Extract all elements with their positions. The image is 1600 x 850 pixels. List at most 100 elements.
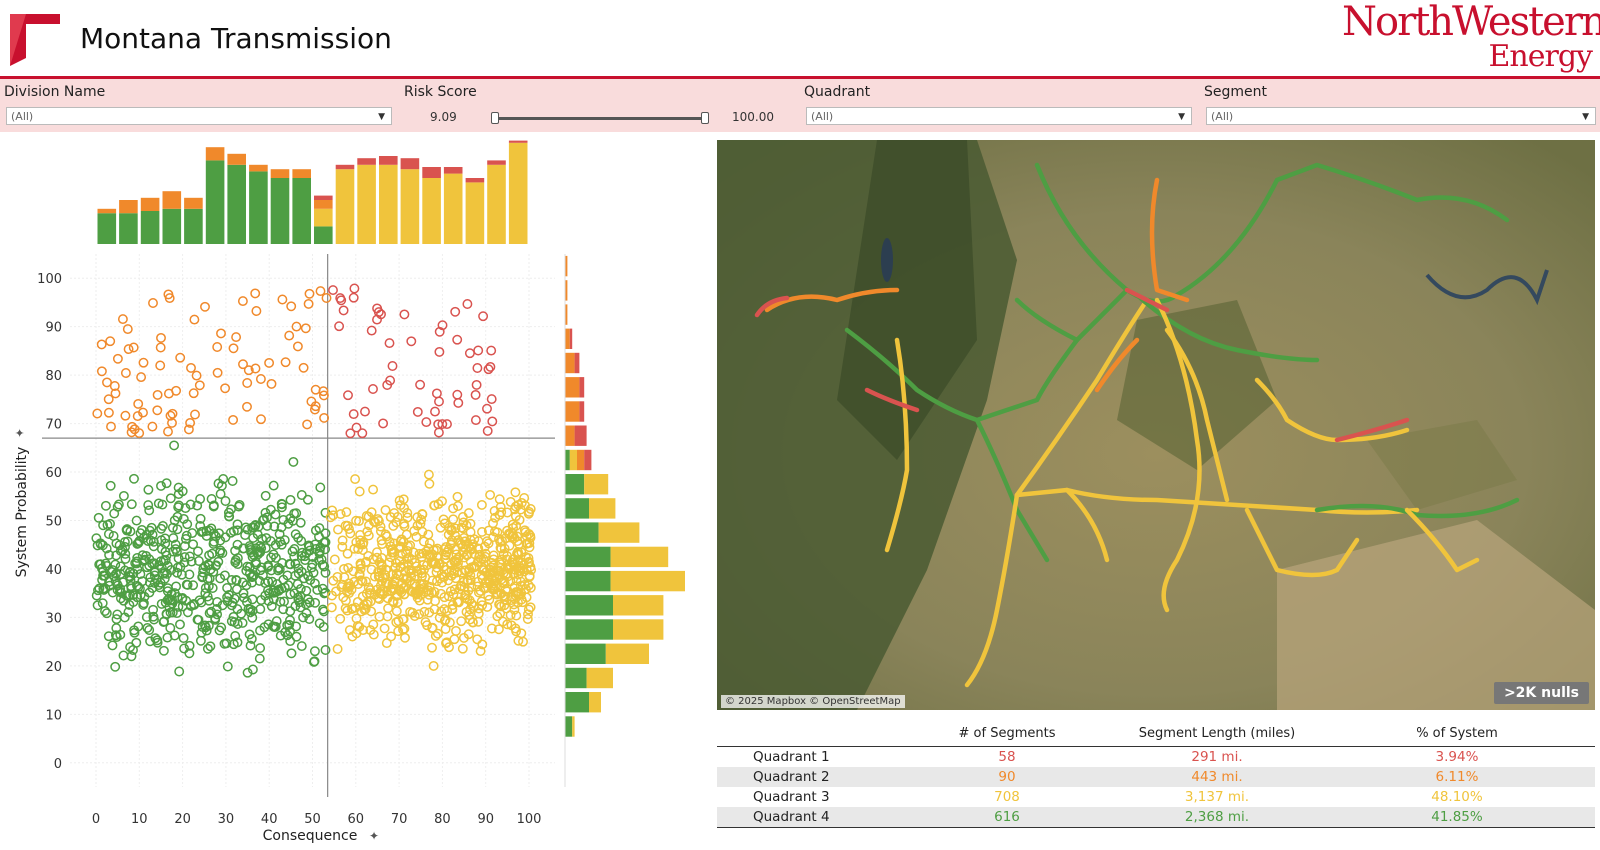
transmission-line[interactable] [1404, 507, 1480, 573]
quadrant3-point [354, 570, 365, 580]
risk-slider-track[interactable] [495, 117, 705, 120]
quadrant3-point [525, 582, 536, 593]
quadrant4-point [231, 574, 242, 585]
transmission-line[interactable] [964, 492, 1020, 688]
quadrant2-point [102, 377, 112, 388]
quadrant3-point [511, 520, 522, 531]
quadrant4-point [177, 486, 188, 497]
transmission-line[interactable] [974, 287, 1130, 423]
transmission-line[interactable] [754, 295, 790, 318]
transmission-line[interactable] [1014, 297, 1150, 498]
x-tick-label: 30 [218, 812, 235, 827]
quadrant4-point [101, 543, 112, 554]
quadrant1-point [349, 283, 360, 294]
quadrant4-point [93, 512, 104, 523]
table-row[interactable]: Quadrant 4 616 2,368 mi. 41.85% [717, 807, 1595, 828]
quadrant3-point [448, 503, 459, 514]
transmission-line[interactable] [884, 337, 910, 553]
quadrant3-point [440, 624, 451, 634]
transmission-line[interactable] [1154, 297, 1202, 613]
quadrant3-point [386, 631, 397, 642]
quadrant4-point [184, 640, 195, 651]
quadrant3-point [439, 518, 450, 529]
quadrant4-point [268, 549, 279, 560]
risk-slider-high-handle[interactable] [701, 112, 709, 124]
quadrant1-point [378, 418, 389, 429]
quadrant4-point [111, 614, 122, 625]
map-credit[interactable]: © 2025 Mapbox © OpenStreetMap [721, 695, 905, 708]
quadrant4-point [192, 614, 203, 625]
risk-slider-low-handle[interactable] [491, 112, 499, 124]
quadrant2-point [103, 394, 114, 405]
quadrant3-point [477, 526, 487, 537]
table-row[interactable]: Quadrant 1 58 291 mi. 3.94% [717, 747, 1595, 767]
quadrant4-point [250, 520, 261, 530]
quadrant4-point [162, 632, 173, 643]
segment-dropdown[interactable]: (All) ▼ [1206, 107, 1596, 125]
quadrant4-point [247, 577, 257, 588]
transmission-line[interactable] [1164, 327, 1230, 503]
quadrant4-point [133, 582, 144, 592]
y-tick-label: 70 [45, 418, 62, 433]
transmission-line[interactable] [1254, 377, 1410, 443]
quadrant4-point [104, 549, 115, 560]
table-row[interactable]: Quadrant 3 708 3,137 mi. 48.10% [717, 787, 1595, 807]
quadrant4-point [188, 539, 199, 550]
quadrant1-point [478, 311, 489, 322]
transmission-line[interactable] [1244, 507, 1360, 578]
nulls-badge[interactable]: >2K nulls [1493, 682, 1589, 704]
quadrant4-point [240, 522, 251, 533]
transmission-line[interactable] [1124, 287, 1170, 313]
transmission-line[interactable] [1064, 487, 1110, 563]
quadrant3-point [337, 579, 348, 590]
quadrant3-point [337, 535, 348, 546]
quadrant4-point [103, 529, 114, 539]
transmission-line[interactable] [1014, 487, 1420, 515]
quadrant3-point [513, 500, 524, 510]
quadrant4-point [208, 500, 219, 511]
transmission-line[interactable] [1314, 497, 1520, 519]
quadrant3-point [523, 553, 534, 564]
transmission-line[interactable] [764, 287, 900, 313]
table-row[interactable]: Quadrant 2 90 443 mi. 6.11% [717, 767, 1595, 787]
pin-icon[interactable]: ✦ [369, 829, 379, 843]
quadrant4-point [274, 529, 285, 540]
transmission-line[interactable] [864, 387, 920, 413]
quadrant1-point [462, 299, 473, 309]
quadrant4-point [133, 621, 144, 632]
quadrant3-point [400, 632, 410, 643]
quadrant3-point [328, 510, 339, 521]
transmission-map[interactable]: © 2025 Mapbox © OpenStreetMap >2K nulls [717, 140, 1595, 710]
quadrant-dropdown[interactable]: (All) ▼ [806, 107, 1192, 125]
quadrant3-point [523, 580, 534, 591]
transmission-line[interactable] [1334, 417, 1410, 443]
quadrant4-point [313, 555, 324, 566]
quadrant4-point [289, 588, 300, 599]
quadrant2-point [304, 288, 315, 299]
quadrant2-point [216, 328, 226, 339]
transmission-line[interactable] [844, 327, 1050, 563]
pin-icon[interactable]: ✦ [13, 428, 27, 438]
division-dropdown[interactable]: (All) ▼ [6, 107, 392, 125]
transmission-line[interactable] [1034, 162, 1510, 304]
probability-bar-yellow [610, 570, 685, 592]
consequence-bar-green [97, 213, 117, 244]
probability-bar-yellow [613, 595, 664, 616]
quadrant4-point [302, 494, 313, 505]
quadrant3-point [339, 572, 350, 583]
transmission-line[interactable] [1014, 297, 1080, 343]
quadrant4-point [251, 559, 262, 570]
transmission-line[interactable] [1149, 177, 1190, 303]
quadrant1-point [348, 409, 359, 420]
quadrant4-point [201, 530, 212, 541]
quadrant4-point [286, 648, 297, 659]
quadrant3-point [366, 606, 377, 617]
quadrant3-point [510, 594, 520, 605]
quadrant3-point [422, 560, 432, 571]
quadrant3-point [464, 595, 475, 606]
transmission-line[interactable] [1094, 337, 1140, 393]
quadrant4-point [255, 604, 266, 615]
quadrant3-point [399, 623, 410, 634]
quadrant4-point [285, 559, 296, 570]
quadrant3-point [449, 634, 460, 645]
